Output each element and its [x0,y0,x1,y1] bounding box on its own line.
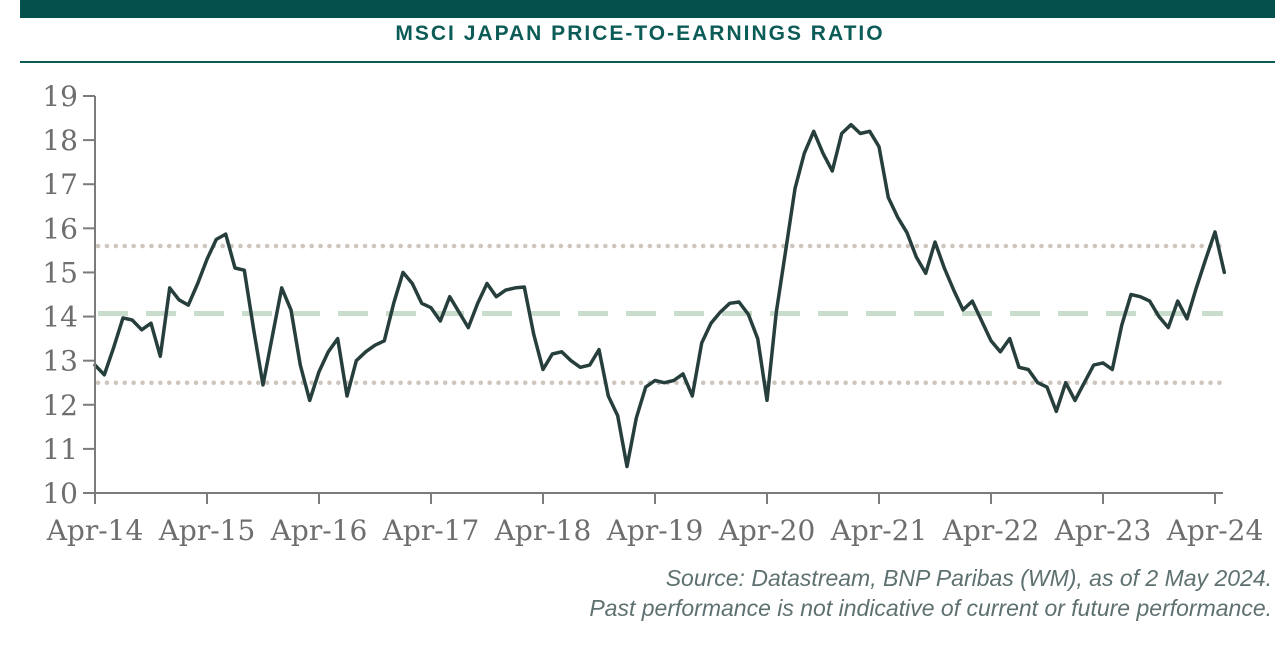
footer-notes: Source: Datastream, BNP Paribas (WM), as… [172,563,1272,623]
x-tick-label: Apr-23 [1054,514,1152,547]
y-tick-label: 16 [42,212,78,245]
x-tick-label: Apr-21 [830,514,928,547]
series-line-pe-ratio [93,122,1227,469]
y-tick-label: 12 [42,389,78,422]
y-tick-label: 15 [42,256,78,289]
y-tick-label: 13 [42,345,78,378]
x-tick-label: Apr-18 [494,514,592,547]
disclaimer-note: Past performance is not indicative of cu… [589,595,1272,621]
title-divider [20,61,1275,63]
x-tick-label: Apr-20 [718,514,816,547]
x-tick-label: Apr-19 [606,514,704,547]
source-note: Source: Datastream, BNP Paribas (WM), as… [665,565,1272,591]
x-tick-label: Apr-15 [158,514,256,547]
y-tick-label: 17 [42,168,78,201]
x-tick-label: Apr-22 [942,514,1040,547]
x-tick-label: Apr-16 [270,514,368,547]
y-tick-label: 11 [42,433,78,466]
y-tick-label: 14 [42,301,78,334]
x-tick-label: Apr-14 [46,514,144,547]
header-accent-bar [20,0,1275,18]
y-tick-label: 10 [42,477,78,510]
y-tick-label: 19 [42,80,78,113]
x-tick-label: Apr-17 [382,514,480,547]
chart-title: MSCI JAPAN PRICE-TO-EARNINGS RATIO [395,22,885,45]
y-tick-label: 18 [42,124,78,157]
x-tick-label: Apr-24 [1166,514,1264,547]
